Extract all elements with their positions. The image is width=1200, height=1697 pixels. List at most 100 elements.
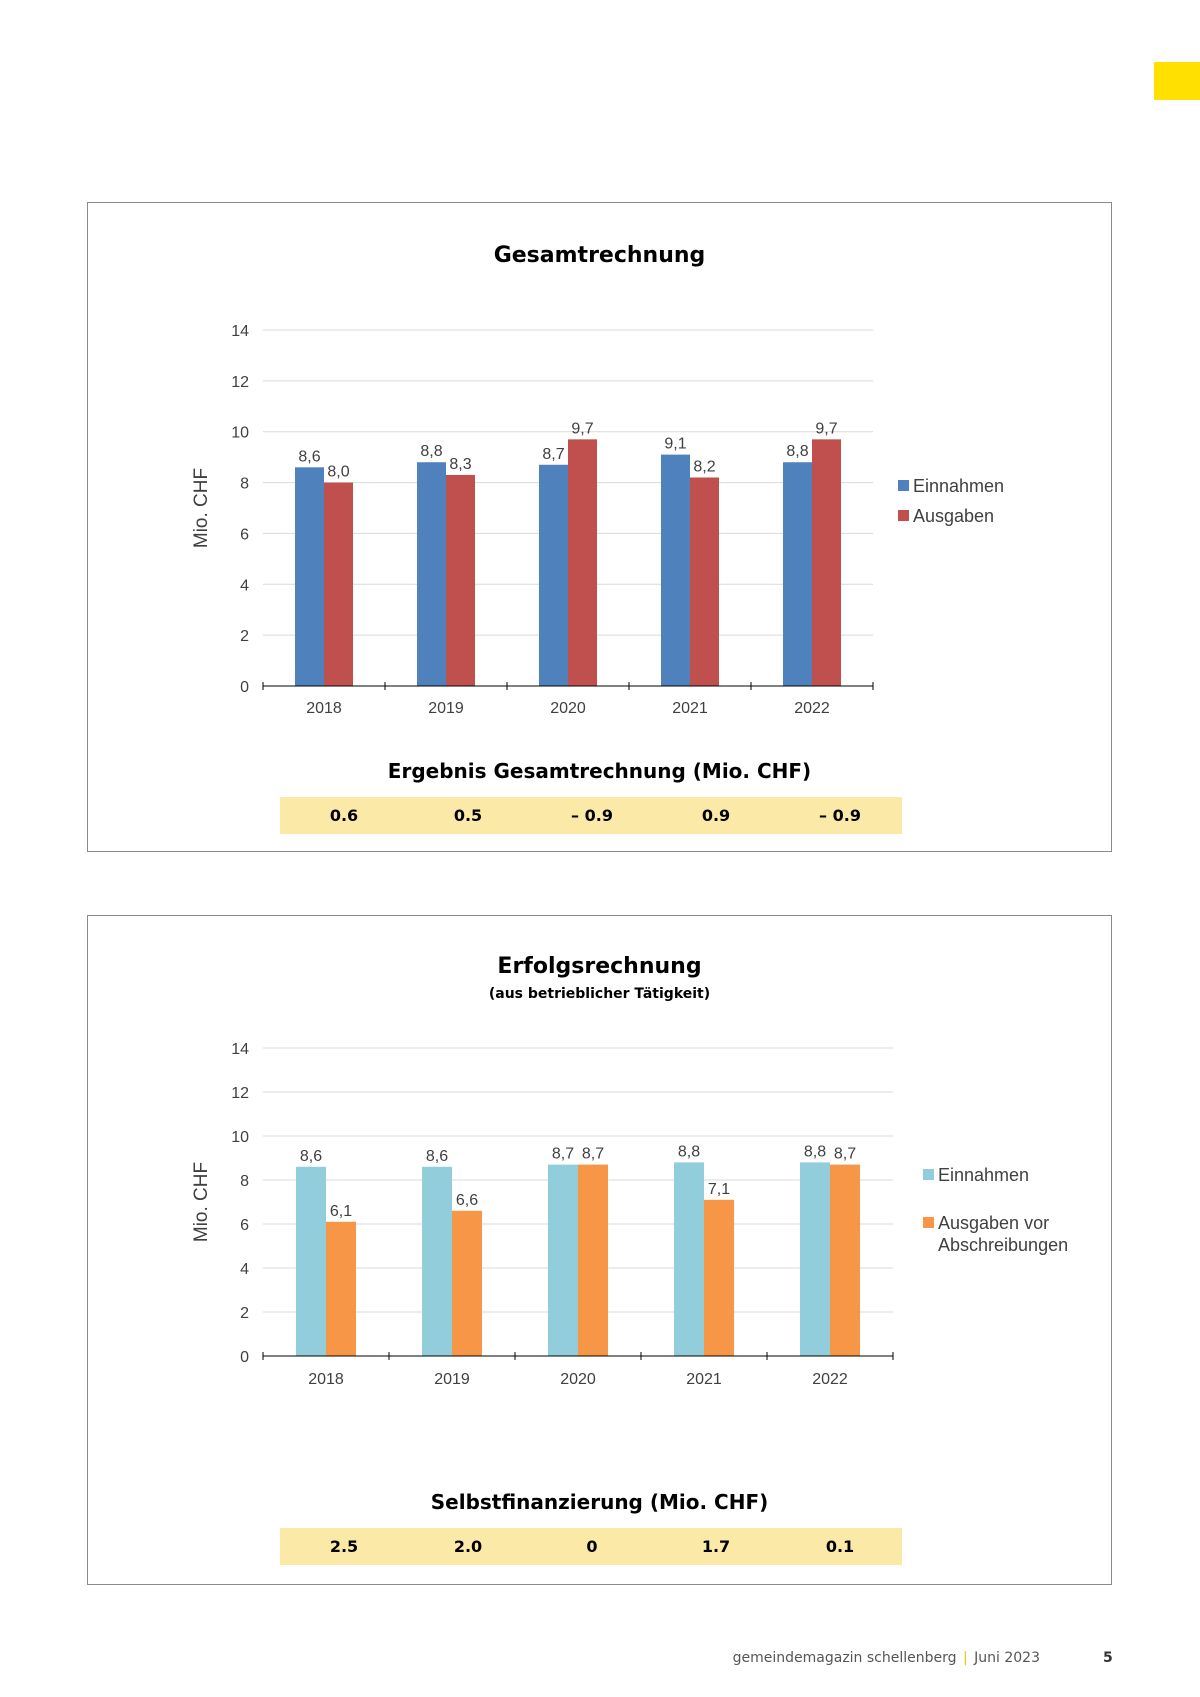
data-label: 8,8 bbox=[804, 1143, 826, 1160]
y-tick-label: 8 bbox=[240, 1173, 249, 1190]
result-value-2019: 2.0 bbox=[453, 1537, 483, 1556]
x-tick-label: 2019 bbox=[434, 1371, 470, 1388]
erfolgsrechnung-panel: Erfolgsrechnung (aus betrieblicher Tätig… bbox=[87, 915, 1112, 1585]
result-value-2018: 2.5 bbox=[329, 1537, 359, 1556]
y-tick-label: 0 bbox=[240, 679, 249, 696]
chart-subtitle: (aus betrieblicher Tätigkeit) bbox=[488, 986, 711, 1002]
y-tick-label: 14 bbox=[231, 1041, 249, 1058]
bar-ausgaben-2021 bbox=[690, 477, 719, 686]
legend-item: Einnahmen bbox=[898, 475, 1004, 497]
y-tick-label: 12 bbox=[231, 1085, 249, 1102]
y-tick-label: 6 bbox=[240, 1217, 249, 1234]
x-tick-label: 2018 bbox=[306, 700, 342, 717]
result-value-2021: 0.9 bbox=[701, 806, 731, 825]
result-value-2022: – 0.9 bbox=[819, 806, 861, 825]
publication-name: gemeindemagazin schellenberg bbox=[732, 1650, 957, 1666]
legend-item: Einnahmen bbox=[923, 1164, 1029, 1186]
corner-accent-tab bbox=[1154, 62, 1200, 100]
data-label: 7,1 bbox=[708, 1181, 730, 1198]
result-value-2019: 0.5 bbox=[453, 806, 483, 825]
data-label: 6,1 bbox=[330, 1203, 352, 1220]
legend-label: Ausgaben bbox=[913, 506, 995, 526]
page-footer: gemeindemagazin schellenberg | Juni 2023… bbox=[0, 1650, 1200, 1672]
y-tick-label: 6 bbox=[240, 526, 249, 543]
legend-label: Ausgaben vor Abschreibungen bbox=[938, 1213, 1069, 1255]
result-value-2021: 1.7 bbox=[701, 1537, 731, 1556]
y-tick-label: 0 bbox=[240, 1349, 249, 1366]
footer-separator: | bbox=[962, 1650, 968, 1666]
x-tick-label: 2020 bbox=[560, 1371, 596, 1388]
bar-ausgaben-2021 bbox=[704, 1199, 734, 1356]
bar-einnahmen-2018 bbox=[295, 467, 324, 686]
bar-einnahmen-2021 bbox=[661, 454, 690, 686]
bar-einnahmen-2019 bbox=[417, 462, 446, 686]
x-tick-label: 2019 bbox=[428, 700, 464, 717]
result-band: 2.5 2.0 0 1.7 0.1 bbox=[280, 1528, 902, 1565]
y-tick-label: 4 bbox=[240, 577, 249, 594]
bar-ausgaben-2018 bbox=[324, 482, 353, 686]
result-title: Selbstfinanzierung (Mio. CHF) bbox=[430, 1490, 769, 1514]
legend-swatch bbox=[898, 510, 909, 521]
bar-einnahmen-2022 bbox=[800, 1162, 830, 1356]
bar-ausgaben-2019 bbox=[452, 1210, 482, 1356]
data-label: 8,6 bbox=[426, 1148, 448, 1165]
bar-ausgaben-2022 bbox=[830, 1164, 860, 1356]
y-axis-title: Mio. CHF bbox=[191, 1162, 212, 1242]
data-label: 8,2 bbox=[693, 458, 715, 475]
gesamtrechnung-chart: 0 2 4 6 8 10 12 14 Mio. CHF 8,6 8,0 2018 8,8 8,3 2019 8… bbox=[191, 323, 874, 717]
gesamtrechnung-panel: Gesamtrechnung 0 2 4 6 8 10 12 14 Mio. CHF 8,6 8,0… bbox=[87, 202, 1112, 852]
y-tick-label: 8 bbox=[240, 476, 249, 493]
bar-einnahmen-2020 bbox=[548, 1164, 578, 1356]
chart-title: Erfolgsrechnung bbox=[497, 954, 702, 979]
bar-einnahmen-2021 bbox=[674, 1162, 704, 1356]
data-label: 8,7 bbox=[552, 1146, 574, 1163]
result-band: 0.6 0.5 – 0.9 0.9 – 0.9 bbox=[280, 797, 902, 834]
x-tick-label: 2018 bbox=[308, 1371, 344, 1388]
data-label: 8,8 bbox=[678, 1143, 700, 1160]
result-title: Ergebnis Gesamtrechnung (Mio. CHF) bbox=[387, 759, 812, 783]
data-label: 8,3 bbox=[449, 456, 471, 473]
data-label: 8,0 bbox=[327, 464, 349, 481]
data-label: 8,7 bbox=[542, 446, 564, 463]
bar-ausgaben-2022 bbox=[812, 439, 841, 686]
legend-label: Einnahmen bbox=[938, 1165, 1030, 1185]
erfolgsrechnung-chart: 0 2 4 6 8 10 12 14 Mio. CHF 8,6 6,1 2018 8,6 6,6 2019 8… bbox=[191, 1041, 894, 1388]
x-tick-label: 2021 bbox=[672, 700, 708, 717]
issue-date: Juni 2023 bbox=[974, 1650, 1040, 1666]
y-tick-label: 12 bbox=[231, 374, 249, 391]
y-tick-label: 2 bbox=[240, 628, 249, 645]
legend-swatch bbox=[898, 480, 909, 491]
x-tick-label: 2021 bbox=[686, 1371, 722, 1388]
bar-ausgaben-2020 bbox=[568, 439, 597, 686]
y-axis-title: Mio. CHF bbox=[191, 468, 212, 548]
legend-swatch bbox=[923, 1217, 934, 1228]
footer-text: gemeindemagazin schellenberg | Juni 2023 bbox=[733, 1650, 1040, 1666]
bar-ausgaben-2019 bbox=[446, 474, 475, 686]
bar-ausgaben-2020 bbox=[578, 1164, 608, 1356]
bar-einnahmen-2020 bbox=[539, 464, 568, 686]
data-label: 8,7 bbox=[834, 1146, 856, 1163]
result-value-2020: – 0.9 bbox=[571, 806, 613, 825]
bar-einnahmen-2019 bbox=[422, 1166, 452, 1356]
data-label: 8,6 bbox=[298, 448, 320, 465]
result-value-2018: 0.6 bbox=[329, 806, 359, 825]
x-tick-label: 2022 bbox=[812, 1371, 848, 1388]
legend-swatch bbox=[923, 1169, 934, 1180]
y-tick-label: 4 bbox=[240, 1261, 249, 1278]
chart-title: Gesamtrechnung bbox=[493, 243, 706, 268]
y-tick-label: 10 bbox=[231, 425, 249, 442]
bar-einnahmen-2018 bbox=[296, 1166, 326, 1356]
legend-item: Ausgaben bbox=[898, 505, 994, 527]
result-value-2020: 0 bbox=[586, 1537, 598, 1556]
data-label: 6,6 bbox=[456, 1192, 478, 1209]
bar-ausgaben-2018 bbox=[326, 1221, 356, 1356]
y-tick-label: 2 bbox=[240, 1305, 249, 1322]
data-label: 8,6 bbox=[300, 1148, 322, 1165]
data-label: 9,7 bbox=[571, 420, 593, 437]
x-tick-label: 2020 bbox=[550, 700, 586, 717]
data-label: 8,8 bbox=[420, 443, 442, 460]
bar-einnahmen-2022 bbox=[783, 462, 812, 686]
y-tick-label: 10 bbox=[231, 1129, 249, 1146]
data-label: 9,1 bbox=[664, 436, 686, 453]
legend-item: Ausgaben vor Abschreibungen bbox=[923, 1212, 1068, 1256]
